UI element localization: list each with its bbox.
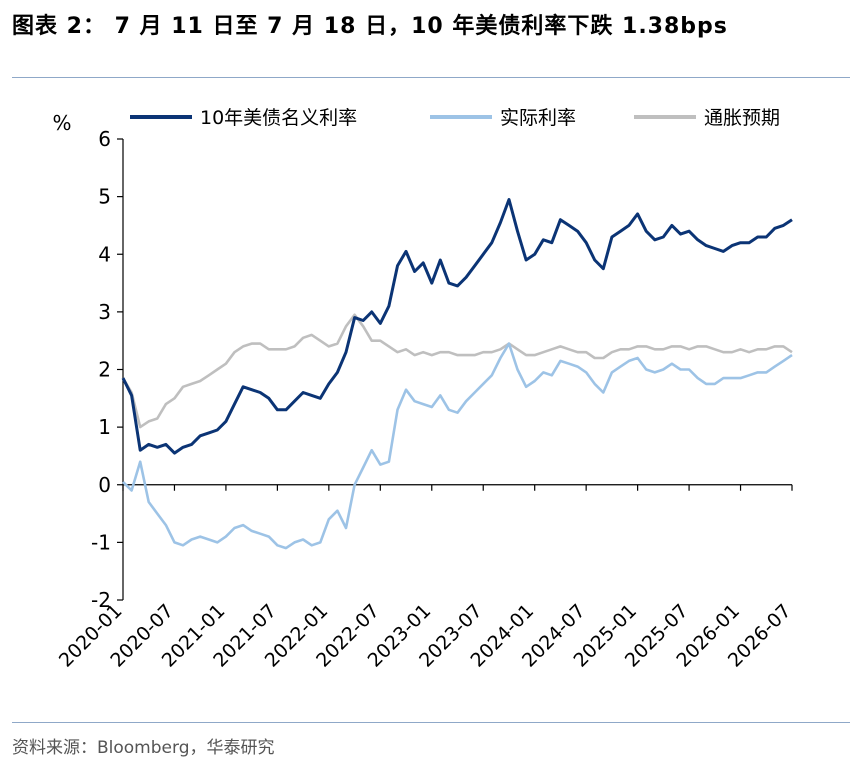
source-note: 资料来源：Bloomberg，华泰研究 <box>12 738 275 758</box>
legend-item: 10年美债名义利率 <box>130 107 357 129</box>
legend-label: 10年美债名义利率 <box>200 107 357 129</box>
y-tick-label: 4 <box>98 242 111 266</box>
axes: 6543210-1-22020-012020-072021-012021-072… <box>55 127 796 672</box>
chart-title: 图表 2： 7 月 11 日至 7 月 18 日，10 年美债利率下跌 1.38… <box>12 14 728 39</box>
series-line-0 <box>121 198 793 455</box>
legend: 10年美债名义利率 实际利率 通胀预期 <box>130 107 780 129</box>
legend-item: 实际利率 <box>430 107 576 129</box>
y-tick-label: -1 <box>91 530 111 554</box>
legend-item: 通胀预期 <box>634 107 780 129</box>
y-axis-unit: % <box>52 111 71 135</box>
y-tick-label: 0 <box>98 473 111 497</box>
series-line-2 <box>121 313 793 429</box>
y-tick-label: 1 <box>98 415 111 439</box>
legend-label: 实际利率 <box>500 107 576 129</box>
y-tick-label: 6 <box>98 127 111 151</box>
source-divider <box>12 722 850 723</box>
series-line-1 <box>122 342 793 550</box>
y-tick-label: 5 <box>98 185 111 209</box>
line-chart: % 10年美债名义利率 实际利率 通胀预期 6543210-1-22020-0120… <box>52 107 796 672</box>
y-tick-label: -2 <box>91 588 111 612</box>
title-divider <box>12 77 850 78</box>
y-tick-label: 3 <box>98 300 111 324</box>
legend-label: 通胀预期 <box>704 107 780 129</box>
series-layer <box>121 198 793 550</box>
y-tick-label: 2 <box>98 358 111 382</box>
